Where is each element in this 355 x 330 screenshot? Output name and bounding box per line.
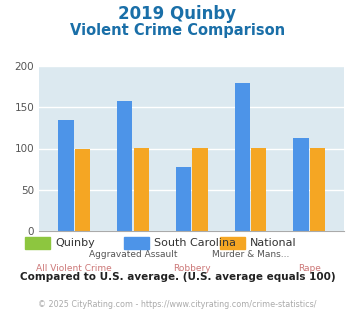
Text: Violent Crime Comparison: Violent Crime Comparison bbox=[70, 23, 285, 38]
Text: All Violent Crime: All Violent Crime bbox=[37, 264, 112, 273]
Text: Robbery: Robbery bbox=[173, 264, 211, 273]
Text: National: National bbox=[250, 238, 297, 248]
Text: Rape: Rape bbox=[298, 264, 321, 273]
Bar bbox=[192, 148, 208, 231]
Bar bbox=[293, 138, 308, 231]
Bar bbox=[176, 167, 191, 231]
Bar bbox=[75, 148, 90, 231]
Bar bbox=[133, 148, 149, 231]
Text: Murder & Mans...: Murder & Mans... bbox=[212, 250, 289, 259]
Bar bbox=[235, 82, 250, 231]
Bar bbox=[117, 102, 132, 231]
Text: Aggravated Assault: Aggravated Assault bbox=[89, 250, 177, 259]
Bar bbox=[310, 148, 325, 231]
Text: Compared to U.S. average. (U.S. average equals 100): Compared to U.S. average. (U.S. average … bbox=[20, 272, 335, 282]
Text: © 2025 CityRating.com - https://www.cityrating.com/crime-statistics/: © 2025 CityRating.com - https://www.city… bbox=[38, 300, 317, 309]
Text: 2019 Quinby: 2019 Quinby bbox=[119, 5, 236, 23]
Bar bbox=[59, 120, 74, 231]
Text: South Carolina: South Carolina bbox=[154, 238, 236, 248]
Bar bbox=[251, 148, 266, 231]
Text: Quinby: Quinby bbox=[55, 238, 95, 248]
